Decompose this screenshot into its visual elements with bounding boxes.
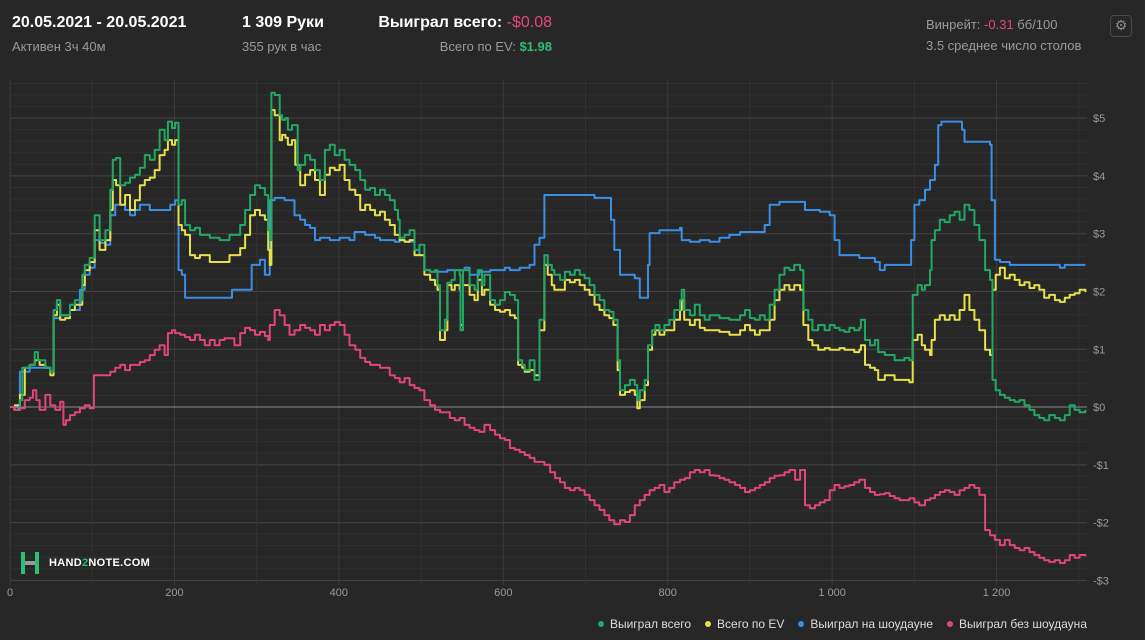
y-tick-label: $0 bbox=[1093, 402, 1105, 414]
series-line-3 bbox=[10, 309, 1087, 564]
legend-label: Выиграл на шоудауне bbox=[810, 617, 933, 631]
legend-dot bbox=[798, 621, 805, 627]
hand2note-logo-icon bbox=[21, 552, 39, 574]
y-tick-label: $3 bbox=[1093, 229, 1105, 241]
won-total-label: Выиграл всего: bbox=[378, 14, 503, 31]
winrate: Винрейт: -0.31 бб/100 bbox=[926, 17, 1058, 32]
legend-item[interactable]: Выиграл всего bbox=[597, 617, 692, 631]
hands-per-hour: 355 рук в час bbox=[242, 39, 322, 54]
series-line-0 bbox=[10, 91, 1087, 422]
chart-legend: Выиграл всего Всего по EV Выиграл на шоу… bbox=[597, 617, 1087, 631]
ev-total-value: $1.98 bbox=[519, 39, 552, 54]
y-tick-label: -$1 bbox=[1093, 460, 1109, 472]
legend-item[interactable]: Всего по EV bbox=[705, 617, 784, 631]
legend-dot bbox=[947, 621, 953, 627]
winrate-unit: бб/100 bbox=[1017, 17, 1058, 32]
won-total-value: -$0.08 bbox=[506, 14, 552, 31]
legend-label: Всего по EV bbox=[717, 617, 785, 631]
winrate-value: -0.31 bbox=[984, 17, 1014, 32]
hand2note-logo: HAND2NOTE.COM bbox=[20, 551, 150, 575]
series-line-2 bbox=[10, 120, 1086, 411]
hands-count: 1 309 Руки bbox=[242, 14, 324, 31]
x-tick-label: 1 000 bbox=[818, 587, 846, 599]
y-tick-label: $5 bbox=[1093, 113, 1105, 125]
y-tick-label: -$2 bbox=[1093, 518, 1109, 530]
y-tick-label: $1 bbox=[1093, 344, 1105, 356]
x-tick-label: 600 bbox=[494, 587, 512, 599]
avg-tables: 3.5 среднее число столов bbox=[926, 38, 1082, 53]
legend-dot bbox=[597, 621, 604, 627]
won-total: Выиграл всего: -$0.08 bbox=[340, 14, 552, 32]
y-tick-label: $2 bbox=[1093, 286, 1105, 298]
y-tick-label: $4 bbox=[1093, 171, 1105, 183]
hand2note-logo-text: HAND2NOTE.COM bbox=[49, 557, 151, 569]
legend-item[interactable]: Выиграл без шоудауна bbox=[947, 617, 1087, 631]
legend-label: Выиграл всего bbox=[609, 617, 692, 631]
legend-dot bbox=[705, 621, 712, 627]
ev-total-label: Всего по EV: bbox=[439, 39, 516, 54]
settings-gear-icon[interactable]: ⚙ bbox=[1110, 15, 1132, 37]
ev-total: Всего по EV: $1.98 bbox=[340, 39, 552, 54]
y-tick-label: -$3 bbox=[1093, 575, 1109, 587]
active-time: Активен 3ч 40м bbox=[12, 39, 106, 54]
winrate-label: Винрейт: bbox=[926, 17, 981, 32]
date-range: 20.05.2021 - 20.05.2021 bbox=[12, 14, 187, 31]
x-tick-label: 200 bbox=[165, 587, 183, 599]
x-tick-label: 400 bbox=[330, 587, 348, 599]
x-tick-label: 0 bbox=[7, 587, 13, 599]
x-tick-label: 1 200 bbox=[983, 587, 1011, 599]
legend-item[interactable]: Выиграл на шоудауне bbox=[798, 617, 933, 631]
x-tick-label: 800 bbox=[659, 587, 677, 599]
legend-label: Выиграл без шоудауна bbox=[959, 617, 1087, 631]
